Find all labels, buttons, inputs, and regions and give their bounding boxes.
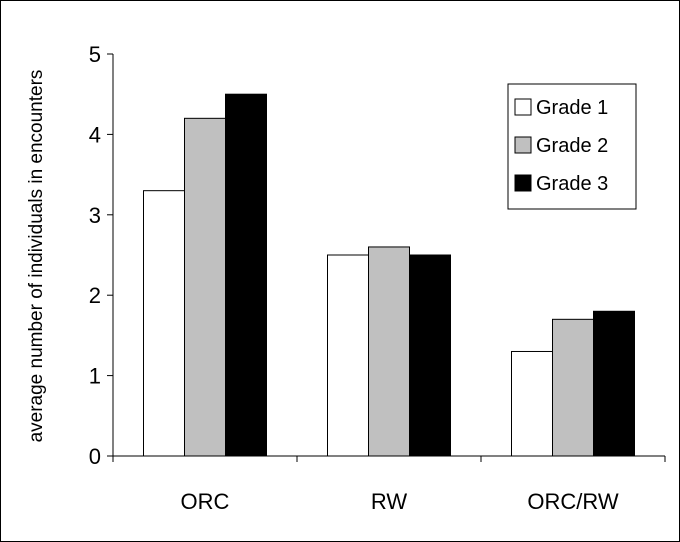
bar-grade-1 [327, 254, 369, 457]
legend-swatch [514, 98, 532, 116]
bar-grade-3 [593, 310, 635, 457]
y-tick-label: 1 [89, 364, 101, 389]
x-category-label: ORC/RW [527, 489, 618, 514]
y-tick-label: 3 [89, 203, 101, 228]
legend-label: Grade 2 [536, 135, 608, 157]
bar-grade-1 [143, 190, 185, 457]
x-category-label: RW [371, 489, 407, 514]
legend-swatch [514, 136, 532, 154]
y-tick-label: 0 [89, 444, 101, 469]
x-category-label: ORC [181, 489, 230, 514]
y-tick-label: 4 [89, 122, 101, 147]
bar-grade-1 [511, 350, 553, 457]
y-axis-title: average number of individuals in encount… [26, 70, 47, 443]
y-tick-label: 5 [89, 42, 101, 67]
bar-grade-3 [225, 93, 267, 457]
y-tick-label: 2 [89, 283, 101, 308]
bar-grade-2 [552, 318, 594, 457]
bar-grade-3 [409, 254, 451, 457]
legend-label: Grade 1 [536, 97, 608, 119]
bar-grade-2 [184, 117, 226, 457]
legend: Grade 1 Grade 2 Grade 3 [507, 83, 637, 210]
bar-grade-2 [368, 246, 410, 457]
legend-swatch [514, 174, 532, 192]
legend-label: Grade 3 [536, 173, 608, 195]
